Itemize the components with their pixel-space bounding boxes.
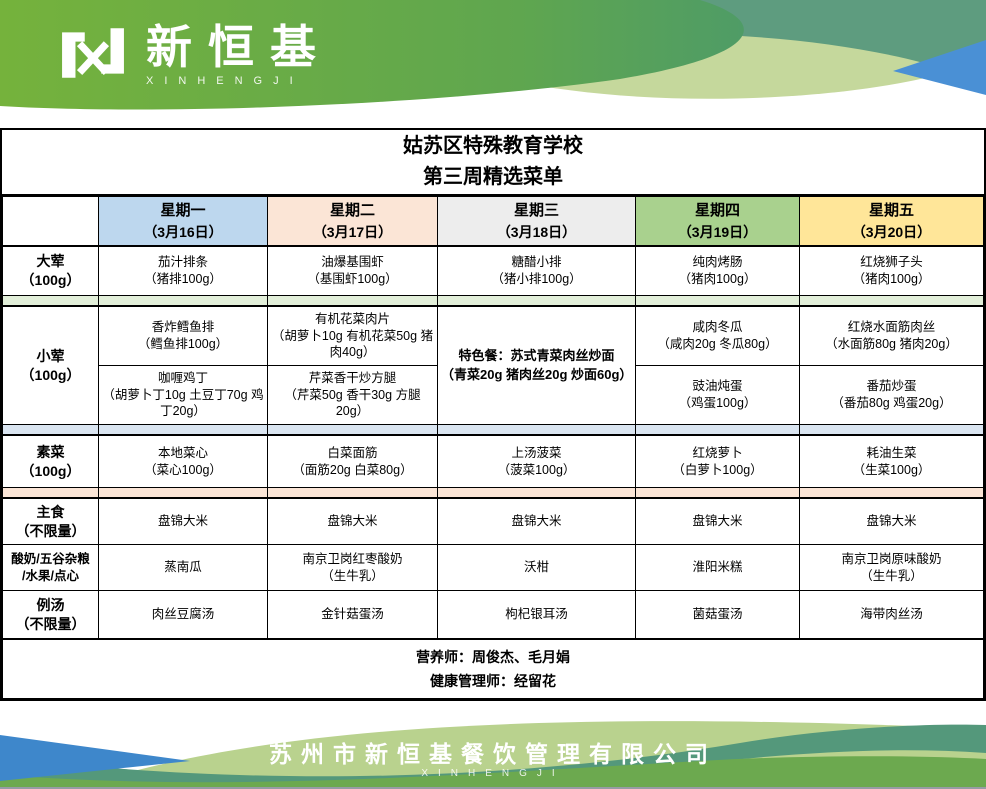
separator-peach bbox=[2, 487, 984, 499]
row-staff-notes: 营养师：周俊杰、毛月娟 健康管理师：经留花 bbox=[2, 638, 984, 698]
day-header-fri: 星期五 （3月20日） bbox=[799, 196, 984, 247]
day-header-tue: 星期二 （3月17日） bbox=[267, 196, 438, 247]
label-staple: 主食 （不限量） bbox=[2, 497, 99, 545]
dish-dianxin-mon: 蒸南瓜 bbox=[98, 544, 268, 591]
menu-table: 星期一 （3月16日） 星期二 （3月17日） 星期三 （3月18日） 星期四 … bbox=[2, 196, 984, 698]
dish-dianxin-thu: 淮阳米糕 bbox=[635, 544, 800, 591]
dish-dahun-wed: 糖醋小排 （猪小排100g） bbox=[437, 245, 636, 296]
brand-latin-name: XINHENGJI bbox=[146, 75, 304, 88]
dish-sucai-fri: 耗油生菜 （生菜100g） bbox=[799, 434, 984, 488]
dish-sucai-thu: 红烧萝卜 （白萝卜100g） bbox=[635, 434, 800, 488]
row-vegetable: 素菜 （100g） 本地菜心 （菜心100g） 白菜面筋 （面筋20g 白菜80… bbox=[2, 434, 984, 488]
row-snack: 酸奶/五谷杂粮 /水果/点心 蒸南瓜 南京卫岗红枣酸奶 （生牛乳） 沃柑 淮阳米… bbox=[2, 544, 984, 591]
dish-litang-tue: 金针菇蛋汤 bbox=[267, 590, 438, 640]
staff-notes-cell: 营养师：周俊杰、毛月娟 健康管理师：经留花 bbox=[2, 638, 984, 698]
header-corner-cell bbox=[2, 196, 99, 247]
row-soup: 例汤 （不限量） 肉丝豆腐汤 金针菇蛋汤 枸杞银耳汤 菌菇蛋汤 海带肉丝汤 bbox=[2, 590, 984, 640]
dish-sucai-wed: 上汤菠菜 （菠菜100g） bbox=[437, 434, 636, 488]
separator-blue bbox=[2, 424, 984, 436]
dish-xiaohun-fri-1: 红烧水面筋肉丝 （水面筋80g 猪肉20g） bbox=[799, 305, 984, 366]
label-soup: 例汤 （不限量） bbox=[2, 590, 99, 640]
label-vegetable: 素菜 （100g） bbox=[2, 434, 99, 488]
separator-green bbox=[2, 295, 984, 307]
dish-xiaohun-thu-1: 咸肉冬瓜 （咸肉20g 冬瓜80g） bbox=[635, 305, 800, 366]
weekday-header-row: 星期一 （3月16日） 星期二 （3月17日） 星期三 （3月18日） 星期四 … bbox=[2, 196, 984, 247]
company-name: 苏州市新恒基餐饮管理有限公司 bbox=[269, 742, 717, 767]
label-snack: 酸奶/五谷杂粮 /水果/点心 bbox=[2, 544, 99, 591]
dish-zhushi-mon: 盘锦大米 bbox=[98, 497, 268, 545]
dish-xiaohun-tue-1: 有机花菜肉片 （胡萝卜10g 有机花菜50g 猪肉40g） bbox=[267, 305, 438, 366]
week-menu-title: 第三周精选菜单 bbox=[423, 166, 563, 188]
dish-litang-wed: 枸杞银耳汤 bbox=[437, 590, 636, 640]
nutritionist-line: 营养师：周俊杰、毛月娟 bbox=[416, 648, 570, 665]
dish-xiaohun-tue-2: 芹菜香干炒方腿 （芹菜50g 香干30g 方腿20g） bbox=[267, 365, 438, 425]
label-small-meat: 小荤 （100g） bbox=[2, 305, 99, 425]
dish-xiaohun-mon-2: 咖喱鸡丁 （胡萝卜丁10g 土豆丁70g 鸡丁20g） bbox=[98, 365, 268, 425]
dish-dianxin-tue: 南京卫岗红枣酸奶 （生牛乳） bbox=[267, 544, 438, 591]
row-small-meat-2: 咖喱鸡丁 （胡萝卜丁10g 土豆丁70g 鸡丁20g） 芹菜香干炒方腿 （芹菜5… bbox=[3, 365, 984, 425]
dish-xiaohun-thu-2: 豉油炖蛋 （鸡蛋100g） bbox=[635, 365, 800, 425]
menu-sheet: 姑苏区特殊教育学校 第三周精选菜单 星期一 （3月16日） 星期二 （3月17日… bbox=[0, 128, 986, 701]
health-manager-line: 健康管理师：经留花 bbox=[430, 673, 556, 689]
brand-name: 新恒基 bbox=[146, 22, 332, 73]
brand-logo: 新恒基 XINHENGJI bbox=[60, 22, 332, 88]
banner-leaf-waves-graphic bbox=[0, 0, 986, 110]
day-header-mon: 星期一 （3月16日） bbox=[98, 196, 268, 247]
day-header-wed: 星期三 （3月18日） bbox=[437, 196, 636, 247]
row-small-meat-1: 小荤 （100g） 香炸鳕鱼排 （鳕鱼排100g） 有机花菜肉片 （胡萝卜10g… bbox=[2, 305, 984, 425]
dish-dahun-mon: 茄汁排条 （猪排100g） bbox=[98, 245, 268, 296]
menu-title-block: 姑苏区特殊教育学校 第三周精选菜单 bbox=[2, 130, 984, 196]
dish-special-wed: 特色餐：苏式青菜肉丝炒面 （青菜20g 猪肉丝20g 炒面60g） bbox=[437, 305, 636, 425]
label-main-meat: 大荤 （100g） bbox=[2, 245, 99, 296]
dish-xiaohun-mon-1: 香炸鳕鱼排 （鳕鱼排100g） bbox=[98, 305, 268, 366]
dish-dahun-fri: 红烧狮子头 （猪肉100g） bbox=[799, 245, 984, 296]
dish-litang-fri: 海带肉丝汤 bbox=[799, 590, 984, 640]
dish-zhushi-thu: 盘锦大米 bbox=[635, 497, 800, 545]
dish-xiaohun-fri-2: 番茄炒蛋 （番茄80g 鸡蛋20g） bbox=[799, 365, 984, 425]
dish-dianxin-fri: 南京卫岗原味酸奶 （生牛乳） bbox=[799, 544, 984, 591]
company-latin-name: XINHENGJI bbox=[421, 768, 565, 779]
day-header-thu: 星期四 （3月19日） bbox=[635, 196, 800, 247]
dish-zhushi-fri: 盘锦大米 bbox=[799, 497, 984, 545]
dish-dahun-tue: 油爆基围虾 （基围虾100g） bbox=[267, 245, 438, 296]
row-main-meat: 大荤 （100g） 茄汁排条 （猪排100g） 油爆基围虾 （基围虾100g） … bbox=[2, 245, 984, 296]
dish-sucai-mon: 本地菜心 （菜心100g） bbox=[98, 434, 268, 488]
top-banner: 新恒基 XINHENGJI bbox=[0, 0, 986, 128]
brand-monogram-icon bbox=[62, 28, 124, 78]
dish-dahun-thu: 纯肉烤肠 （猪肉100g） bbox=[635, 245, 800, 296]
dish-zhushi-tue: 盘锦大米 bbox=[267, 497, 438, 545]
school-name: 姑苏区特殊教育学校 bbox=[403, 135, 583, 157]
dish-zhushi-wed: 盘锦大米 bbox=[437, 497, 636, 545]
row-staple: 主食 （不限量） 盘锦大米 盘锦大米 盘锦大米 盘锦大米 盘锦大米 bbox=[2, 497, 984, 545]
footer-banner: 苏州市新恒基餐饮管理有限公司 XINHENGJI bbox=[0, 701, 986, 789]
dish-sucai-tue: 白菜面筋 （面筋20g 白菜80g） bbox=[267, 434, 438, 488]
dish-litang-mon: 肉丝豆腐汤 bbox=[98, 590, 268, 640]
dish-dianxin-wed: 沃柑 bbox=[437, 544, 636, 591]
dish-litang-thu: 菌菇蛋汤 bbox=[635, 590, 800, 640]
